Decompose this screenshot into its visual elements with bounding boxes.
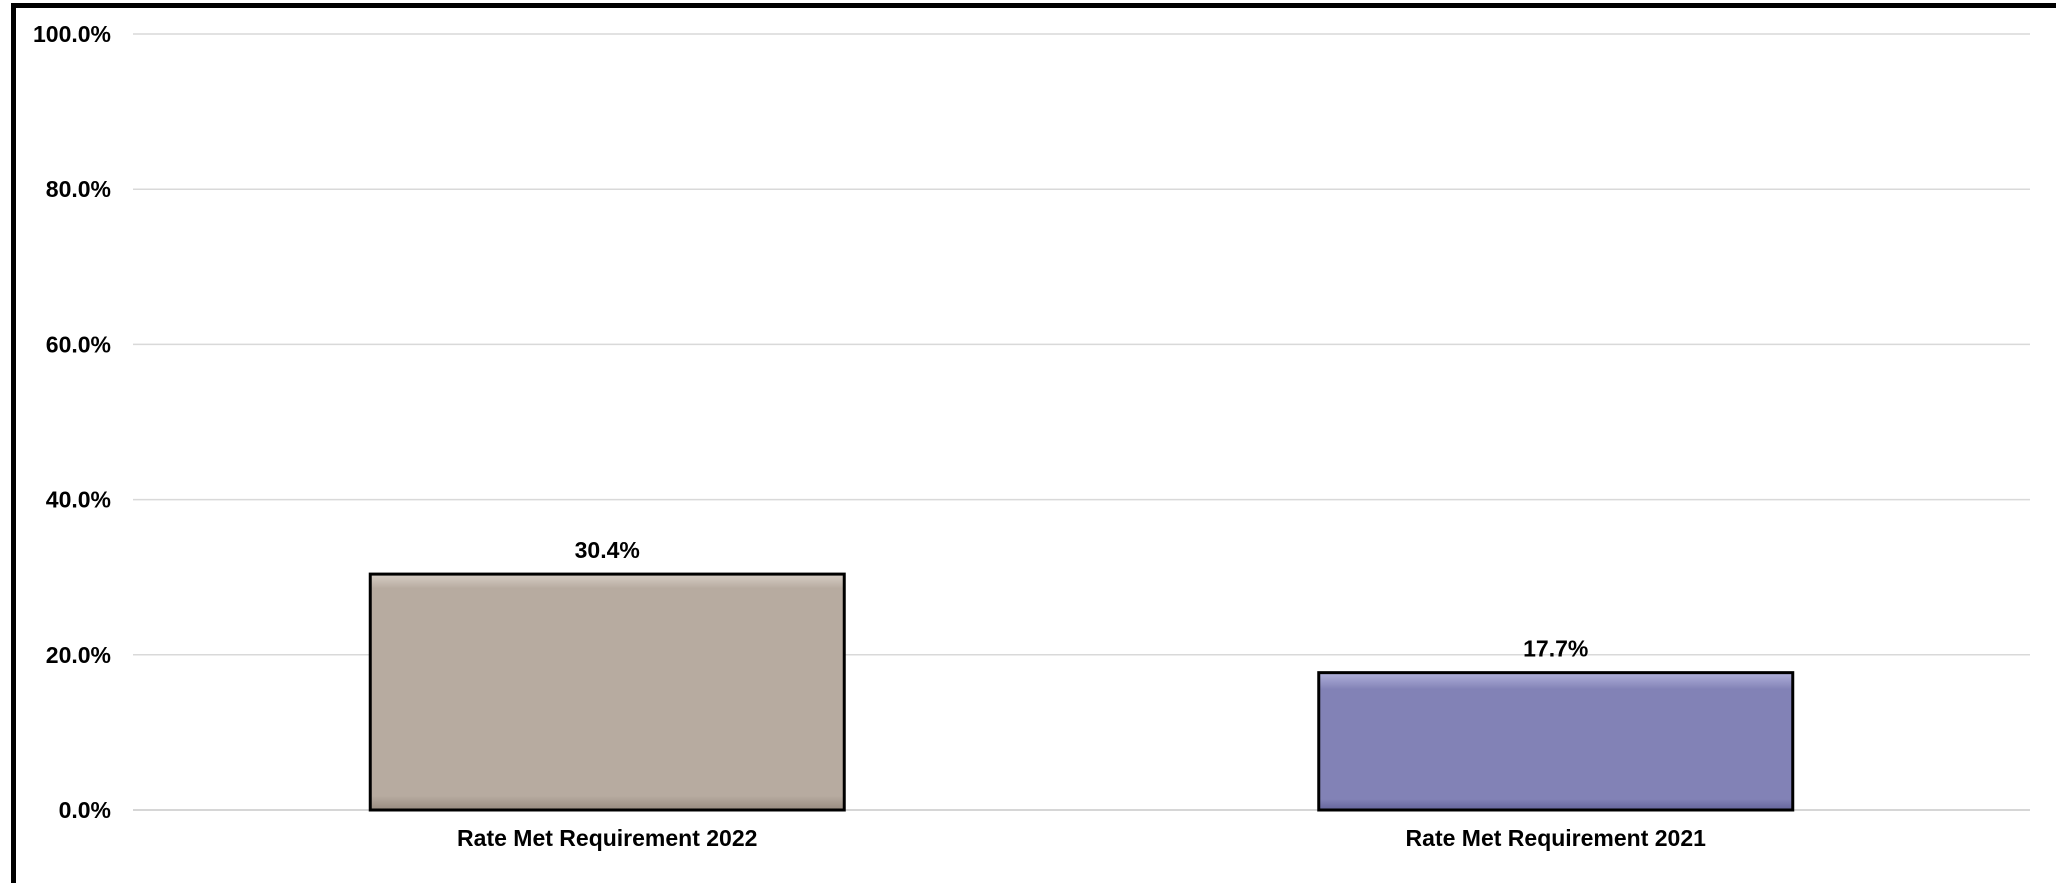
y-tick-label: 40.0%	[46, 487, 111, 513]
x-category-label: Rate Met Requirement 2022	[457, 825, 757, 851]
data-label: 30.4%	[575, 537, 640, 563]
y-tick-label: 100.0%	[33, 21, 111, 47]
y-tick-label: 80.0%	[46, 176, 111, 202]
x-category-label: Rate Met Requirement 2021	[1406, 825, 1707, 851]
bar	[368, 572, 846, 812]
data-label: 17.7%	[1523, 636, 1588, 662]
y-tick-label: 60.0%	[46, 331, 111, 357]
y-tick-label: 20.0%	[46, 642, 111, 668]
y-tick-label: 0.0%	[59, 797, 111, 823]
bar	[1317, 671, 1795, 812]
chart-frame	[11, 3, 2056, 883]
